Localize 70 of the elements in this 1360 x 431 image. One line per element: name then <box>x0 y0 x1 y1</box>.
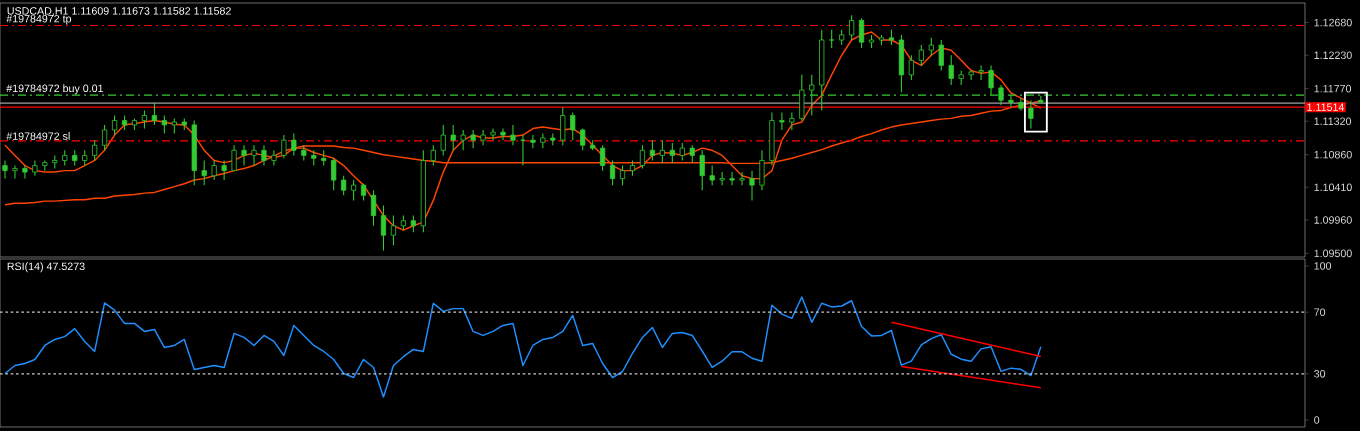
ref-line-label: #19784972 tp <box>6 14 72 25</box>
candlestick <box>2 159 8 180</box>
y-tick-label: 1.10860 <box>1314 150 1352 159</box>
candlestick <box>221 159 227 181</box>
y-tick-label: 1.09500 <box>1314 249 1352 258</box>
candlestick <box>978 64 984 81</box>
candlestick <box>500 128 506 141</box>
candlestick <box>321 149 327 167</box>
candlestick <box>370 189 377 227</box>
candlestick <box>729 171 735 186</box>
ref-line-label: #19784972 sl <box>6 132 70 140</box>
candlestick <box>908 54 914 81</box>
candlestick <box>480 129 486 146</box>
candlestick <box>699 149 705 191</box>
candlestick <box>22 165 28 180</box>
candlestick <box>719 171 725 186</box>
y-tick-label: 30 <box>1314 370 1326 378</box>
candlestick <box>211 159 217 181</box>
y-tick-label: 1.11770 <box>1314 84 1352 93</box>
candlestick <box>739 171 745 186</box>
candlestick <box>261 144 267 167</box>
candlestick <box>271 149 277 167</box>
candlestick <box>520 134 526 167</box>
candlestick <box>450 124 456 151</box>
candlestick <box>251 144 257 167</box>
candlestick <box>779 112 785 131</box>
candlestick <box>749 170 755 201</box>
candlestick <box>191 120 197 186</box>
candlestick <box>12 165 18 180</box>
y-tick-label: 0 <box>1314 416 1320 424</box>
candlestick <box>898 34 904 93</box>
y-tick-label: 1.10410 <box>1314 183 1352 192</box>
candlestick <box>609 159 616 186</box>
candlestick <box>1018 97 1024 111</box>
candlestick <box>201 159 207 186</box>
candlestick <box>281 134 287 159</box>
candlestick <box>829 29 835 49</box>
ref-line-label: 1.11514 <box>1307 103 1345 111</box>
y-tick-label: 70 <box>1314 308 1326 316</box>
candlestick <box>510 124 516 146</box>
y-tick-label: 1.12230 <box>1314 51 1352 60</box>
candlestick <box>968 71 974 81</box>
candlestick <box>72 149 78 167</box>
candlestick <box>759 149 765 191</box>
candlestick <box>241 144 247 167</box>
candlestick <box>769 112 775 167</box>
candlestick <box>789 112 795 131</box>
candlestick <box>490 128 496 141</box>
candlestick <box>380 204 387 251</box>
candlestick <box>62 149 68 167</box>
candlestick <box>32 159 38 177</box>
candlestick <box>470 129 476 149</box>
candlestick <box>430 144 436 167</box>
candlestick <box>659 139 665 164</box>
candlestick <box>530 134 536 149</box>
chart-title: USDCAD,H1 1.11609 1.11673 1.11582 1.11582 <box>7 7 231 16</box>
candlestick <box>1028 99 1034 130</box>
y-tick-label: 1.11320 <box>1314 117 1352 126</box>
candlestick <box>141 109 148 130</box>
candlestick <box>231 144 237 172</box>
y-tick-label: 1.12680 <box>1314 18 1352 27</box>
chart-title: RSI(14) 47.5273 <box>7 262 85 273</box>
candlestick <box>311 149 317 167</box>
candlestick <box>390 215 397 246</box>
line-series <box>4 296 1042 398</box>
candlestick <box>82 149 88 167</box>
candlestick <box>629 159 636 177</box>
y-tick-label: 1.09960 <box>1314 216 1352 224</box>
ref-line-label: #19784972 buy 0.01 <box>6 84 104 95</box>
y-tick-label: 100 <box>1314 262 1332 270</box>
